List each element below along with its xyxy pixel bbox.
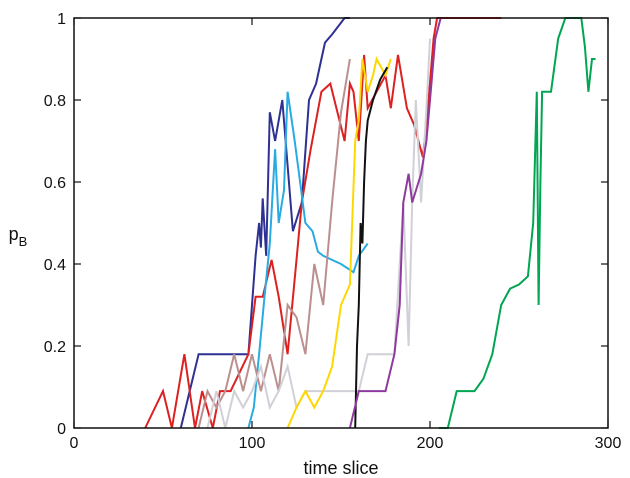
x-tick-label: 100	[239, 435, 266, 452]
series-line-1	[179, 17, 350, 429]
series-line-2	[144, 17, 502, 429]
x-tick-label: 300	[595, 435, 622, 452]
plot-frame	[73, 17, 609, 429]
series-line-9	[438, 17, 596, 429]
series-line-3	[247, 91, 369, 429]
series-line-8	[348, 17, 442, 429]
y-tick-label: 0.6	[44, 175, 66, 192]
y-tick-label: 0.8	[44, 93, 66, 110]
y-tick-label: 0.2	[44, 339, 66, 356]
y-axis-title: pB	[9, 224, 28, 249]
y-tick-label: 1	[57, 11, 66, 28]
y-axis-title-subscript: B	[19, 234, 28, 249]
x-axis-title: time slice	[303, 458, 378, 478]
x-tick-label: 0	[70, 435, 79, 452]
series-line-4	[197, 58, 351, 429]
series-layer	[144, 17, 596, 429]
y-axis-title-main: p	[9, 224, 19, 244]
y-tick-label: 0	[57, 421, 66, 438]
x-tick-label: 200	[417, 435, 444, 452]
ticks-layer: 0 100 200 300 0 0.2 0.4 0.6 0.8 1	[44, 11, 622, 452]
series-line-6	[286, 56, 392, 429]
y-tick-label: 0.4	[44, 257, 66, 274]
series-line-7	[354, 66, 389, 429]
